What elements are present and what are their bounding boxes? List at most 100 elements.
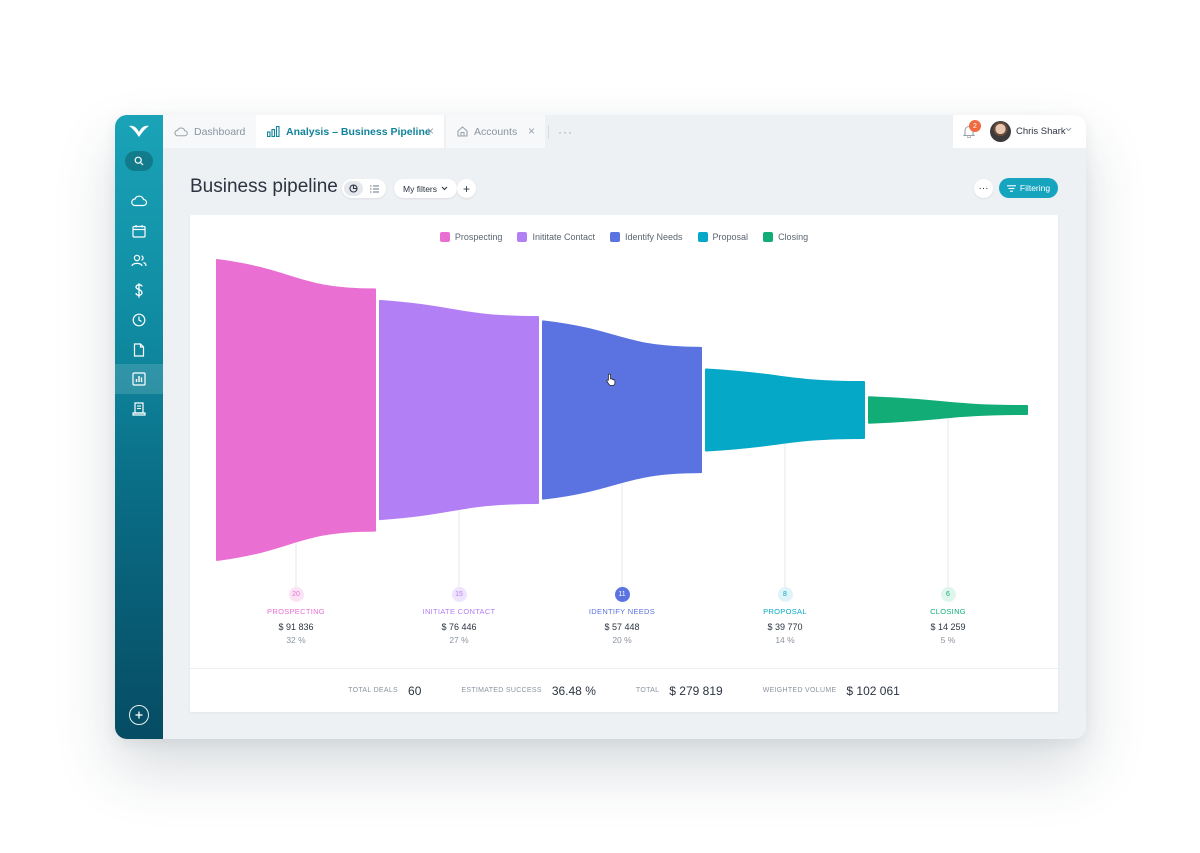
sidebar-item-history[interactable] bbox=[115, 305, 163, 335]
funnel-segment-prospecting[interactable] bbox=[216, 259, 376, 561]
dollar-icon bbox=[135, 282, 143, 298]
sidebar-item-documents[interactable] bbox=[115, 335, 163, 365]
tab-label: Accounts bbox=[474, 125, 518, 138]
funnel-segment-closing[interactable] bbox=[868, 396, 1028, 424]
filtering-button[interactable]: Filtering bbox=[999, 178, 1058, 198]
funnel-segment-proposal[interactable] bbox=[705, 368, 865, 452]
total-value: $ 279 819 bbox=[669, 683, 723, 698]
pie-chart-icon bbox=[349, 184, 358, 193]
stage-percent: 27 % bbox=[449, 635, 469, 645]
legend-swatch bbox=[439, 232, 450, 242]
sidebar bbox=[115, 115, 163, 739]
stage-name: CLOSING bbox=[930, 607, 966, 616]
stage-percent: 5 % bbox=[940, 635, 956, 645]
pipeline-card: Prospecting Inititate Contact Identify Nee… bbox=[190, 215, 1058, 712]
sidebar-item-calendar[interactable] bbox=[115, 216, 163, 246]
stage-amount: $ 39 770 bbox=[767, 622, 803, 632]
stage-info: 20 PROSPECTING $ 91 836 32 % bbox=[226, 587, 366, 645]
my-filters-dropdown[interactable]: My filters bbox=[394, 179, 457, 198]
legend-item[interactable]: Proposal bbox=[697, 232, 749, 242]
cloud-icon bbox=[174, 126, 188, 136]
calendar-icon bbox=[132, 225, 146, 238]
avatar[interactable] bbox=[990, 121, 1011, 142]
funnel-segment-identify-needs[interactable] bbox=[542, 320, 702, 500]
search-icon bbox=[134, 156, 144, 166]
legend-swatch bbox=[609, 232, 620, 242]
chart-legend: Prospecting Inititate Contact Identify Nee… bbox=[190, 232, 1058, 242]
tab-divider bbox=[548, 125, 549, 139]
legend-item[interactable]: Prospecting bbox=[439, 232, 503, 242]
document-icon bbox=[133, 343, 145, 357]
chevron-down-icon[interactable] bbox=[1065, 127, 1072, 132]
legend-label: Proposal bbox=[712, 232, 749, 242]
stage-count-badge: 8 bbox=[777, 587, 793, 602]
stage-name: PROPOSAL bbox=[763, 607, 807, 616]
stage-name: PROSPECTING bbox=[267, 607, 325, 616]
sidebar-item-users[interactable] bbox=[115, 245, 163, 275]
stage-info: 15 INITIATE CONTACT $ 76 446 27 % bbox=[389, 587, 529, 645]
search-button[interactable] bbox=[125, 151, 153, 171]
stage-amount: $ 57 448 bbox=[604, 622, 640, 632]
stage-name: INITIATE CONTACT bbox=[422, 607, 496, 616]
receipt-icon bbox=[132, 402, 146, 416]
stage-name: IDENTIFY NEEDS bbox=[588, 607, 656, 616]
app-window: Dashboard Analysis – Business Pipeline ×… bbox=[115, 115, 1086, 739]
list-view-button[interactable] bbox=[365, 181, 384, 196]
user-name[interactable]: Chris Shark bbox=[1016, 126, 1066, 137]
tab-accounts[interactable]: Accounts × bbox=[446, 115, 545, 148]
legend-item[interactable]: Inititate Contact bbox=[517, 232, 595, 242]
funnel-segment-initiate-contact[interactable] bbox=[379, 299, 539, 521]
add-filter-button[interactable]: + bbox=[457, 179, 476, 198]
legend-swatch bbox=[517, 232, 528, 242]
tab-analysis[interactable]: Analysis – Business Pipeline × bbox=[256, 115, 444, 148]
legend-label: Identify Needs bbox=[624, 232, 683, 242]
legend-item[interactable]: Closing bbox=[763, 232, 808, 242]
weighted-volume-value: $ 102 061 bbox=[846, 683, 900, 698]
more-tabs-button[interactable]: ··· bbox=[558, 125, 573, 139]
logo-icon[interactable] bbox=[128, 124, 150, 138]
sidebar-item-cloud[interactable] bbox=[115, 186, 163, 216]
legend-swatch bbox=[763, 232, 774, 242]
legend-item[interactable]: Identify Needs bbox=[609, 232, 683, 242]
chevron-down-icon bbox=[441, 186, 448, 191]
stage-percent: 14 % bbox=[775, 635, 795, 645]
total-label: TOTAL bbox=[635, 687, 660, 694]
stage-count-badge: 6 bbox=[940, 587, 956, 602]
more-options-button[interactable]: ··· bbox=[974, 179, 993, 198]
list-icon bbox=[370, 185, 379, 192]
funnel-chart bbox=[216, 259, 1028, 588]
estimated-success-value: 36.48 % bbox=[551, 683, 596, 698]
clock-icon bbox=[132, 313, 146, 327]
sidebar-item-analysis[interactable] bbox=[115, 364, 163, 394]
filter-icon bbox=[1006, 184, 1016, 192]
stage-percent: 32 % bbox=[286, 635, 306, 645]
stage-amount: $ 14 259 bbox=[930, 622, 966, 632]
sidebar-item-finance[interactable] bbox=[115, 275, 163, 305]
stage-amount: $ 76 446 bbox=[441, 622, 477, 632]
tab-label: Analysis – Business Pipeline bbox=[286, 125, 431, 138]
tab-dashboard[interactable]: Dashboard bbox=[163, 115, 256, 148]
tab-label: Dashboard bbox=[194, 125, 246, 138]
main-content: Business pipeline My filt bbox=[163, 148, 1086, 739]
add-button[interactable] bbox=[129, 705, 149, 725]
stage-count-badge: 20 bbox=[288, 587, 304, 602]
close-tab-icon[interactable]: × bbox=[426, 124, 434, 138]
close-tab-icon[interactable]: × bbox=[527, 124, 535, 138]
notification-badge: 2 bbox=[969, 120, 981, 132]
summary-bar: TOTAL DEALS 60 ESTIMATED SUCCESS 36.48 %… bbox=[190, 668, 1058, 712]
filtering-label: Filtering bbox=[1019, 183, 1051, 193]
legend-label: Closing bbox=[778, 232, 809, 242]
tab-bar: Dashboard Analysis – Business Pipeline ×… bbox=[163, 115, 1086, 148]
stage-info: 11 IDENTIFY NEEDS $ 57 448 20 % bbox=[552, 587, 692, 645]
filters-label: My filters bbox=[403, 183, 437, 194]
stage-info: 8 PROPOSAL $ 39 770 14 % bbox=[715, 587, 855, 645]
legend-label: Inititate Contact bbox=[532, 232, 595, 242]
legend-swatch bbox=[697, 232, 708, 242]
chart-view-button[interactable] bbox=[344, 181, 363, 196]
pointer-cursor-icon bbox=[606, 373, 616, 386]
view-toggle bbox=[342, 179, 386, 198]
sidebar-item-invoices[interactable] bbox=[115, 394, 163, 424]
weighted-volume-label: WEIGHTED VOLUME bbox=[762, 687, 837, 694]
legend-label: Prospecting bbox=[454, 232, 503, 242]
estimated-success-label: ESTIMATED SUCCESS bbox=[461, 687, 542, 694]
